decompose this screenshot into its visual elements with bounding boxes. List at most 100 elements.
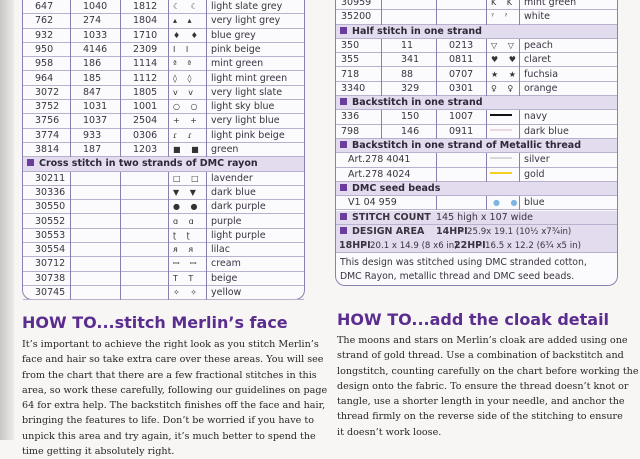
anchor-number: 186 — [83, 58, 102, 70]
dmc-number: 30211 — [35, 172, 66, 184]
anchor-number: 847 — [83, 86, 102, 98]
column-divider — [168, 171, 169, 301]
body-text-line: bringing the features to life. Don’t be … — [22, 415, 315, 427]
section-marker-icon — [27, 159, 34, 167]
symbol: K K — [491, 0, 517, 7]
section-header-half-stitch: Half stitch in one strand — [336, 24, 617, 39]
color-name: silver — [524, 154, 550, 166]
column-divider — [381, 110, 382, 139]
madeira-number: 1812 — [133, 1, 158, 12]
column-divider — [486, 110, 487, 139]
anchor-number: 11 — [401, 39, 414, 51]
hpi14-label: 14HPI — [436, 225, 468, 237]
table-row: 30959 K K mint green — [336, 0, 617, 11]
section-marker-icon — [340, 183, 347, 191]
symbol: T T — [173, 273, 198, 283]
body-text-line: design onto the fabric. To ensure the th… — [337, 380, 629, 392]
backstitch-line-icon — [490, 128, 512, 131]
column-divider — [168, 0, 169, 158]
table-row: 30712 ꟷ ꟷ cream — [23, 257, 304, 272]
table-row: 35200 ˀ ˀ white — [336, 10, 617, 25]
body-text-line: from the chart that there are a few frac… — [22, 369, 317, 381]
dmc-number: 35200 — [341, 11, 372, 23]
color-name: pink beige — [211, 43, 261, 55]
madeira-number: 0301 — [449, 82, 474, 94]
column-divider — [519, 196, 520, 211]
table-row: 30211 □ □ lavender — [23, 172, 304, 186]
color-name: blue — [524, 197, 545, 209]
color-name: claret — [524, 54, 551, 66]
hpi22-label: 22HPI — [454, 240, 486, 252]
thread-code: Art.278 4041 — [348, 154, 411, 166]
dmc-number: 30959 — [341, 0, 372, 8]
bead-symbol: ● ● — [493, 198, 522, 208]
column-divider — [436, 38, 437, 97]
table-row: 3756 1037 2504 + + very light blue — [23, 114, 304, 129]
color-name: orange — [524, 82, 558, 94]
anchor-number: 274 — [83, 15, 102, 27]
table-row: 3774 933 0306 ɾ ɾ light pink beige — [23, 129, 304, 143]
section-title: Backstitch in one strand — [352, 97, 483, 109]
table-row: 647 1040 1812 ☾ ☾ light slate grey — [23, 0, 304, 15]
symbol: ˀ ˀ — [491, 12, 512, 22]
madeira-number: 0306 — [133, 129, 158, 141]
dmc-number: 30553 — [35, 229, 66, 241]
anchor-number: 187 — [83, 144, 102, 155]
table-row: 762 274 1804 ▴ ▴ very light grey — [23, 14, 304, 29]
table-row: 3072 847 1805 v v very light slate — [23, 86, 304, 101]
section-marker-icon — [340, 98, 347, 106]
dmc-number: 958 — [35, 58, 54, 70]
table-row: 336 150 1007 navy — [336, 110, 617, 125]
metallic-line-icon — [490, 157, 512, 160]
anchor-number: 4146 — [83, 43, 108, 55]
stitch-count-value: 145 high x 107 wide — [436, 211, 533, 223]
thread-key-table-right: 30959 K K mint green 35200 ˀ ˀ white Half stit… — [335, 0, 618, 286]
cloak-heading: HOW TO...add the cloak detail — [337, 310, 610, 329]
anchor-number: 150 — [401, 111, 420, 123]
thread-key-table-left: 647 1040 1812 ☾ ☾ light slate grey 762 274 1804… — [22, 0, 305, 301]
color-name: mint green — [211, 58, 264, 70]
color-name: navy — [524, 111, 548, 123]
color-name: white — [524, 11, 550, 23]
table-row: Art.278 4041 silver — [336, 153, 617, 168]
table-row: 30745 ✧ ✧ yellow — [23, 286, 304, 301]
table-row: 3340 329 0301 ♀ ♀ orange — [336, 82, 617, 97]
section-title: Backstitch in one strand of Metallic thr… — [352, 140, 581, 151]
madeira-number: 1114 — [133, 58, 158, 70]
color-name: mint green — [524, 0, 577, 8]
dmc-number: 3814 — [35, 144, 60, 155]
color-name: dark purple — [211, 201, 266, 213]
column-divider — [206, 171, 207, 301]
symbol: ♥ ♥ — [491, 55, 520, 65]
table-row: 350 11 0213 ▽ ▽ peach — [336, 39, 617, 54]
design-area-row-2: 18HPI – 20.1 x 14.9 (8 x6 in) 22HPI – 16.… — [336, 239, 617, 254]
table-row: 718 88 0707 ★ ★ fuchsia — [336, 68, 617, 82]
bead-code: V1 04 959 — [348, 197, 397, 209]
color-name: light slate grey — [211, 1, 283, 12]
madeira-number: 1804 — [133, 15, 158, 27]
column-divider — [486, 38, 487, 97]
dmc-number: 30712 — [35, 258, 66, 270]
color-name: gold — [524, 168, 545, 180]
table-row: 30553 ʈ ʈ light purple — [23, 229, 304, 244]
section-marker-icon — [340, 26, 347, 34]
table-row: 3752 1031 1001 ○ ○ light sky blue — [23, 100, 304, 115]
dmc-number: 350 — [341, 39, 360, 51]
dmc-number: 647 — [35, 1, 54, 12]
madeira-number: 0911 — [449, 125, 474, 137]
madeira-number: 1007 — [449, 111, 474, 123]
symbol: ✧ ✧ — [173, 288, 201, 297]
anchor-number: 88 — [401, 68, 414, 80]
column-divider — [519, 38, 520, 97]
dmc-number: 932 — [35, 29, 54, 41]
symbol: v v — [173, 87, 198, 97]
symbol: ꟷ ꟷ — [173, 259, 201, 269]
column-divider — [486, 153, 487, 182]
madeira-number: 0811 — [449, 54, 474, 66]
dmc-number: 30745 — [35, 287, 66, 298]
column-divider — [519, 0, 520, 25]
anchor-number: 329 — [401, 82, 420, 94]
face-heading: HOW TO...stitch Merlin’s face — [22, 313, 288, 332]
color-name: beige — [211, 272, 238, 284]
section-marker-icon — [340, 226, 347, 234]
